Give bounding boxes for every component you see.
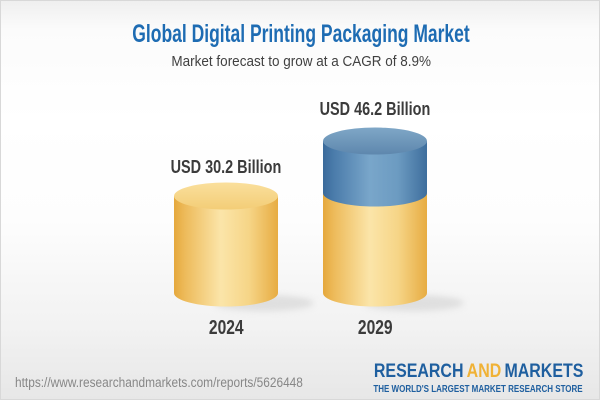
cylinder-2024: [174, 182, 278, 307]
page-subtitle: Market forecast to grow at a CAGR of 8.9…: [171, 53, 431, 70]
logo-word-research: RESEARCH: [373, 361, 464, 382]
category-label-2024: 2024: [208, 317, 244, 339]
category-label-2029: 2029: [357, 317, 393, 339]
logo-tagline: THE WORLD'S LARGEST MARKET RESEARCH STOR…: [373, 384, 583, 395]
report-url: https://www.researchandmarkets.com/repor…: [15, 375, 303, 390]
logo-wordmark: RESEARCH AND MARKETS: [321, 361, 583, 383]
logo-word-and: AND: [466, 361, 501, 382]
cylinder-2029: [323, 127, 427, 307]
research-and-markets-logo: RESEARCH AND MARKETS THE WORLD'S LARGEST…: [321, 361, 583, 395]
logo-word-markets: MARKETS: [504, 361, 583, 382]
value-label-2024: USD 30.2 Billion: [170, 156, 282, 177]
page-title: Global Digital Printing Packaging Market: [132, 20, 470, 48]
value-label-2029: USD 46.2 Billion: [319, 98, 431, 119]
